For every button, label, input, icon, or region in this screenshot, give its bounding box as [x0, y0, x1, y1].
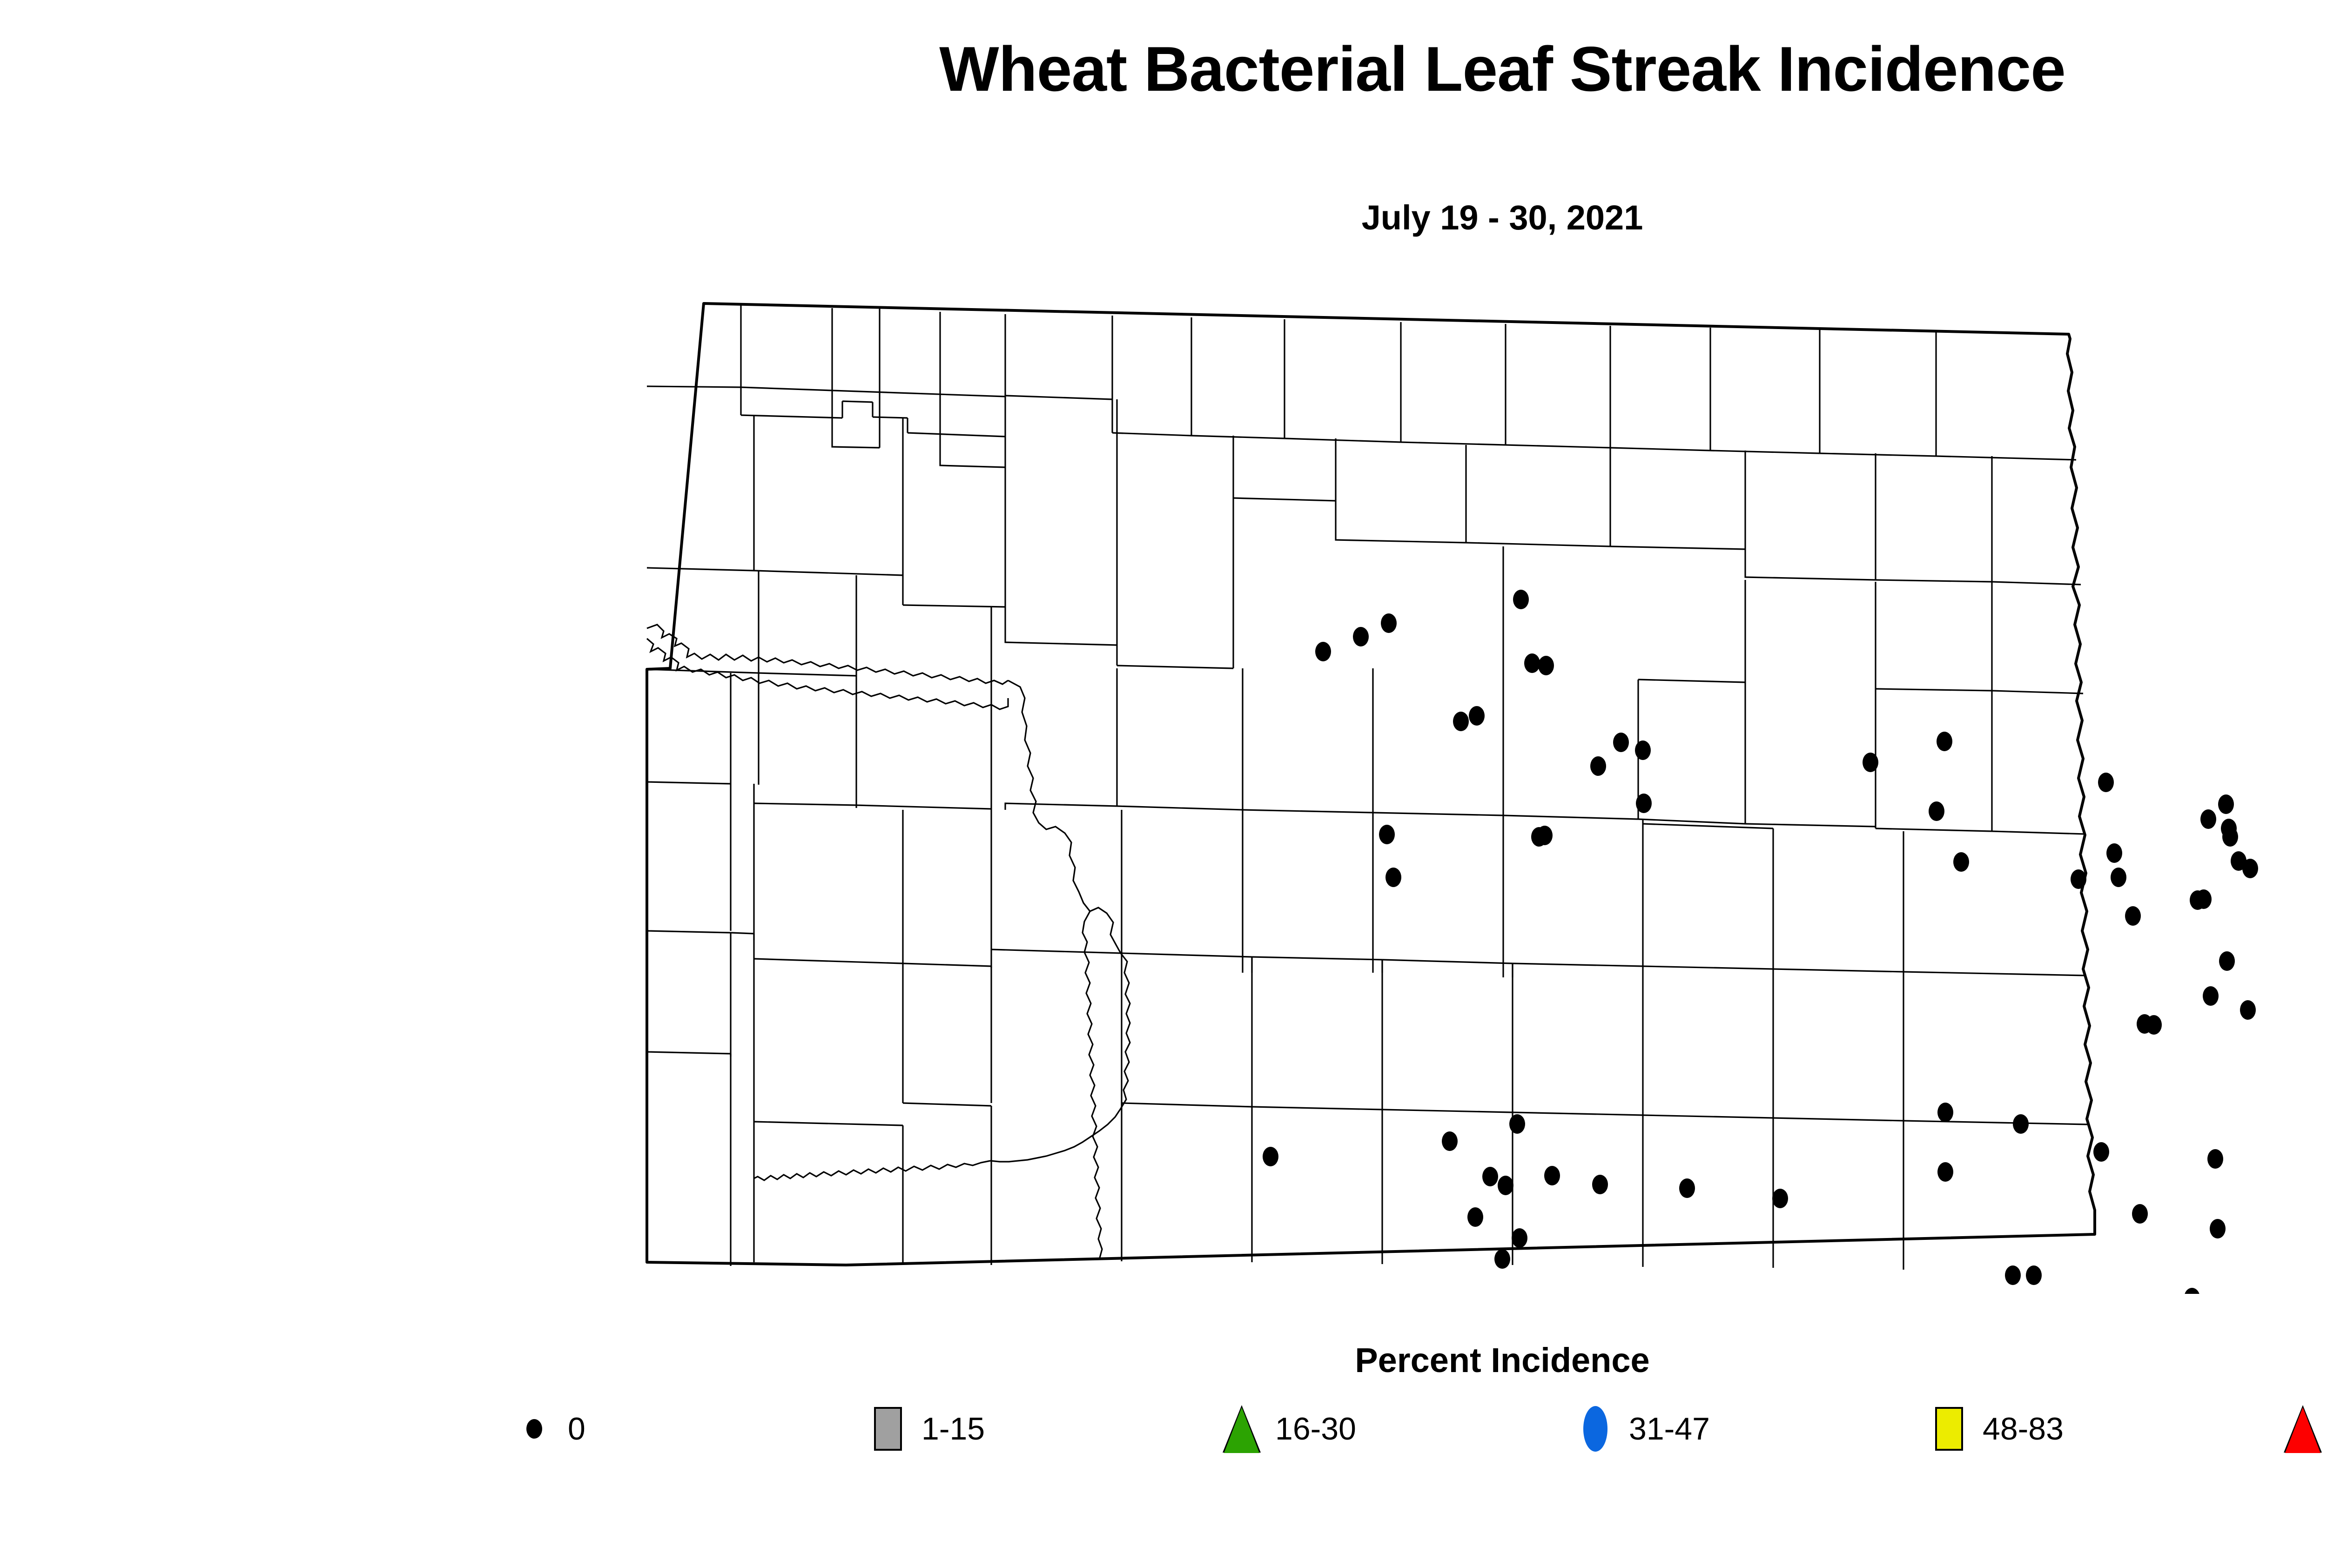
survey-point	[1385, 868, 1401, 887]
survey-point	[1538, 656, 1554, 675]
survey-point	[1381, 613, 1397, 633]
survey-point	[1353, 627, 1369, 646]
survey-point	[2106, 843, 2122, 863]
survey-point	[2125, 906, 2141, 926]
survey-point	[2013, 1114, 2029, 1134]
county-boundaries	[646, 303, 2089, 1270]
small-black-dot-icon	[512, 1401, 557, 1457]
survey-point	[1613, 733, 1629, 752]
legend-item-0[interactable]: 0	[512, 1401, 585, 1457]
survey-point	[2196, 889, 2212, 909]
page-title: Wheat Bacterial Leaf Streak Incidence	[939, 34, 2066, 104]
legend-item-31-47[interactable]: 31-47	[1573, 1401, 1710, 1457]
survey-point	[2026, 1265, 2042, 1285]
survey-point	[2218, 794, 2234, 814]
map-svg	[646, 302, 2258, 1294]
legend-title: Percent Incidence	[1355, 1341, 1650, 1380]
legend-item-label: 16-30	[1275, 1411, 1356, 1447]
survey-point	[1929, 801, 1944, 821]
survey-point	[2146, 1015, 2162, 1035]
legend-item-1-15[interactable]: 1-15	[866, 1401, 985, 1457]
blue-circle-icon	[1573, 1401, 1618, 1457]
survey-point	[1544, 1166, 1560, 1185]
survey-point	[2132, 1204, 2148, 1224]
state-outline	[646, 302, 2096, 1266]
survey-point	[1512, 1228, 1527, 1248]
survey-point	[1379, 825, 1395, 844]
survey-point	[2219, 951, 2235, 971]
survey-point	[2071, 869, 2086, 889]
survey-point	[2200, 809, 2216, 829]
survey-point	[2093, 1142, 2109, 1162]
gray-square-icon	[866, 1401, 910, 1457]
survey-point	[1937, 1103, 1953, 1122]
survey-point	[2231, 851, 2246, 871]
survey-point	[2185, 1288, 2199, 1294]
green-triangle-icon	[1219, 1401, 1264, 1457]
survey-point	[2240, 1000, 2256, 1020]
survey-point	[1453, 712, 1469, 731]
survey-point	[1636, 794, 1652, 813]
survey-point	[2098, 773, 2114, 792]
survey-point	[2203, 986, 2219, 1006]
survey-point	[1469, 706, 1485, 726]
legend-item-84-100[interactable]: 84-100	[2280, 1401, 2327, 1457]
legend-item-16-30[interactable]: 16-30	[1219, 1401, 1356, 1457]
survey-point	[1537, 826, 1553, 845]
legend: Percent Incidence 01-1516-3031-4748-8384…	[0, 1340, 2327, 1453]
legend-item-label: 0	[568, 1411, 585, 1447]
survey-point	[1513, 590, 1529, 609]
survey-point	[2210, 1219, 2226, 1238]
legend-item-label: 31-47	[1629, 1411, 1710, 1447]
legend-item-48-83[interactable]: 48-83	[1927, 1401, 2064, 1457]
survey-point	[2222, 827, 2238, 847]
survey-point	[1863, 753, 1878, 772]
survey-point	[1509, 1114, 1525, 1134]
survey-point	[1315, 642, 1331, 661]
survey-point	[2207, 1149, 2223, 1169]
yellow-square-icon	[1927, 1401, 1971, 1457]
missouri-river-lake-sakakawea	[646, 624, 1131, 1260]
survey-point	[1467, 1207, 1483, 1227]
legend-items: 0 1-15 16-30 31-47 48-83 84-100	[512, 1401, 2327, 1466]
chart-subtitle: July 19 - 30, 2021	[1361, 198, 1643, 237]
survey-point	[1442, 1131, 1458, 1151]
legend-item-label: 1-15	[921, 1411, 985, 1447]
survey-point	[1635, 740, 1651, 760]
survey-points-layer	[1263, 590, 2258, 1294]
survey-point	[2005, 1265, 2021, 1285]
survey-point	[1937, 732, 1952, 751]
legend-item-label: 48-83	[1983, 1411, 2064, 1447]
survey-point	[1263, 1147, 1278, 1166]
survey-point	[1679, 1178, 1695, 1198]
survey-point	[1494, 1249, 1510, 1269]
survey-point	[1953, 852, 1969, 872]
survey-point	[2242, 859, 2258, 878]
survey-point	[1482, 1167, 1498, 1186]
north-dakota-map	[619, 279, 2276, 1294]
survey-point	[1592, 1175, 1608, 1194]
survey-point	[1524, 653, 1540, 673]
red-triangle-icon	[2280, 1401, 2325, 1457]
survey-point	[1937, 1162, 1953, 1182]
survey-point	[1498, 1176, 1513, 1195]
survey-point	[1590, 756, 1606, 776]
survey-point	[2111, 868, 2126, 887]
survey-point	[1772, 1189, 1788, 1208]
